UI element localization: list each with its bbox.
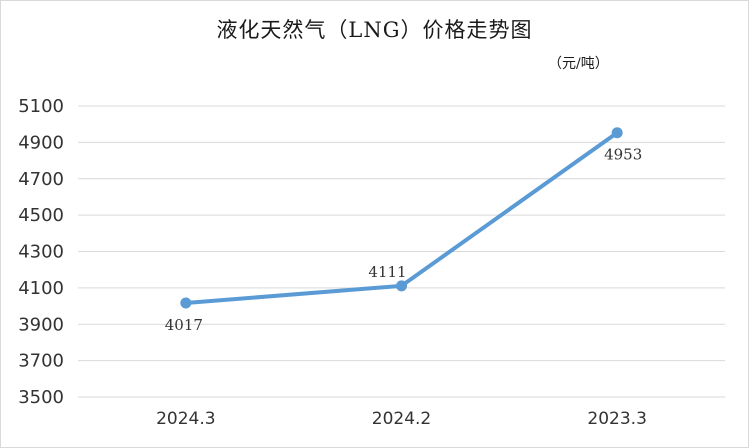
y-tick-label: 4700: [18, 169, 64, 190]
y-tick-label: 3500: [18, 387, 64, 408]
x-tick-label: 2023.3: [587, 409, 646, 429]
data-label: 4017: [165, 316, 203, 334]
data-label: 4111: [368, 263, 406, 281]
data-label: 4953: [604, 146, 642, 164]
x-tick-label: 2024.3: [156, 409, 215, 429]
data-point: [396, 280, 407, 292]
chart-title: 液化天然气（LNG）价格走势图: [216, 18, 533, 42]
data-labels: 4017 4111 4953: [165, 146, 643, 334]
y-tick-label: 4900: [18, 132, 64, 153]
series-line-group: [180, 127, 623, 309]
y-tick-label: 3900: [18, 314, 64, 335]
y-tick-label: 5100: [18, 96, 64, 117]
x-axis-ticks: 2024.3 2024.2 2023.3: [156, 409, 647, 429]
y-tick-label: 4300: [18, 242, 64, 263]
y-tick-label: 4500: [18, 205, 64, 226]
data-point: [180, 297, 192, 309]
unit-label: （元/吨）: [548, 56, 609, 72]
y-tick-label: 3700: [18, 351, 64, 372]
x-tick-label: 2024.2: [372, 409, 431, 429]
y-axis-ticks: 3500 3700 3900 4100 4300 4500 4700 4900 5100: [18, 96, 64, 408]
data-point: [611, 127, 623, 139]
y-tick-label: 4100: [18, 278, 64, 299]
